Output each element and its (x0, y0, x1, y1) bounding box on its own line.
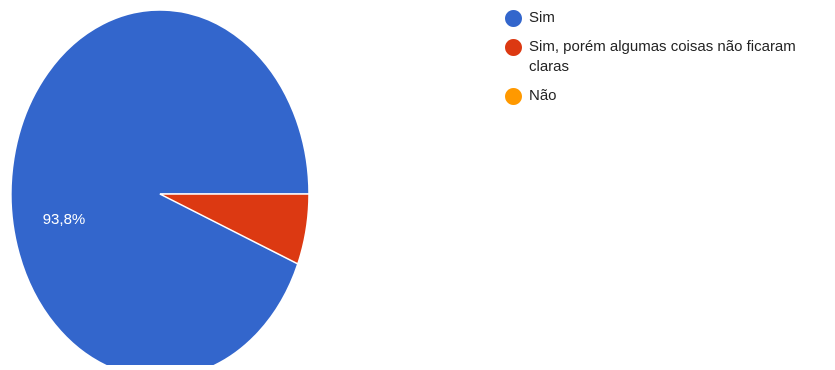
legend-swatch-nao (505, 88, 522, 105)
legend-item-nao[interactable]: Não (505, 86, 825, 106)
legend-swatch-sim (505, 10, 522, 27)
chart-legend: Sim Sim, porém algumas coisas não ficara… (505, 8, 825, 115)
legend-item-sim-porem[interactable]: Sim, porém algumas coisas não ficaram cl… (505, 37, 825, 77)
legend-item-sim[interactable]: Sim (505, 8, 825, 28)
pie-slice-sim[interactable] (10, 9, 310, 370)
pie-data-label-sim: 93,8% (43, 211, 86, 228)
legend-swatch-sim-porem (505, 39, 522, 56)
legend-label-sim: Sim (529, 9, 555, 26)
legend-label-sim-porem: Sim, porém algumas coisas não ficaram cl… (529, 38, 796, 75)
legend-label-nao: Não (529, 87, 557, 104)
pie-slice-sim-porem[interactable] (159, 193, 310, 265)
